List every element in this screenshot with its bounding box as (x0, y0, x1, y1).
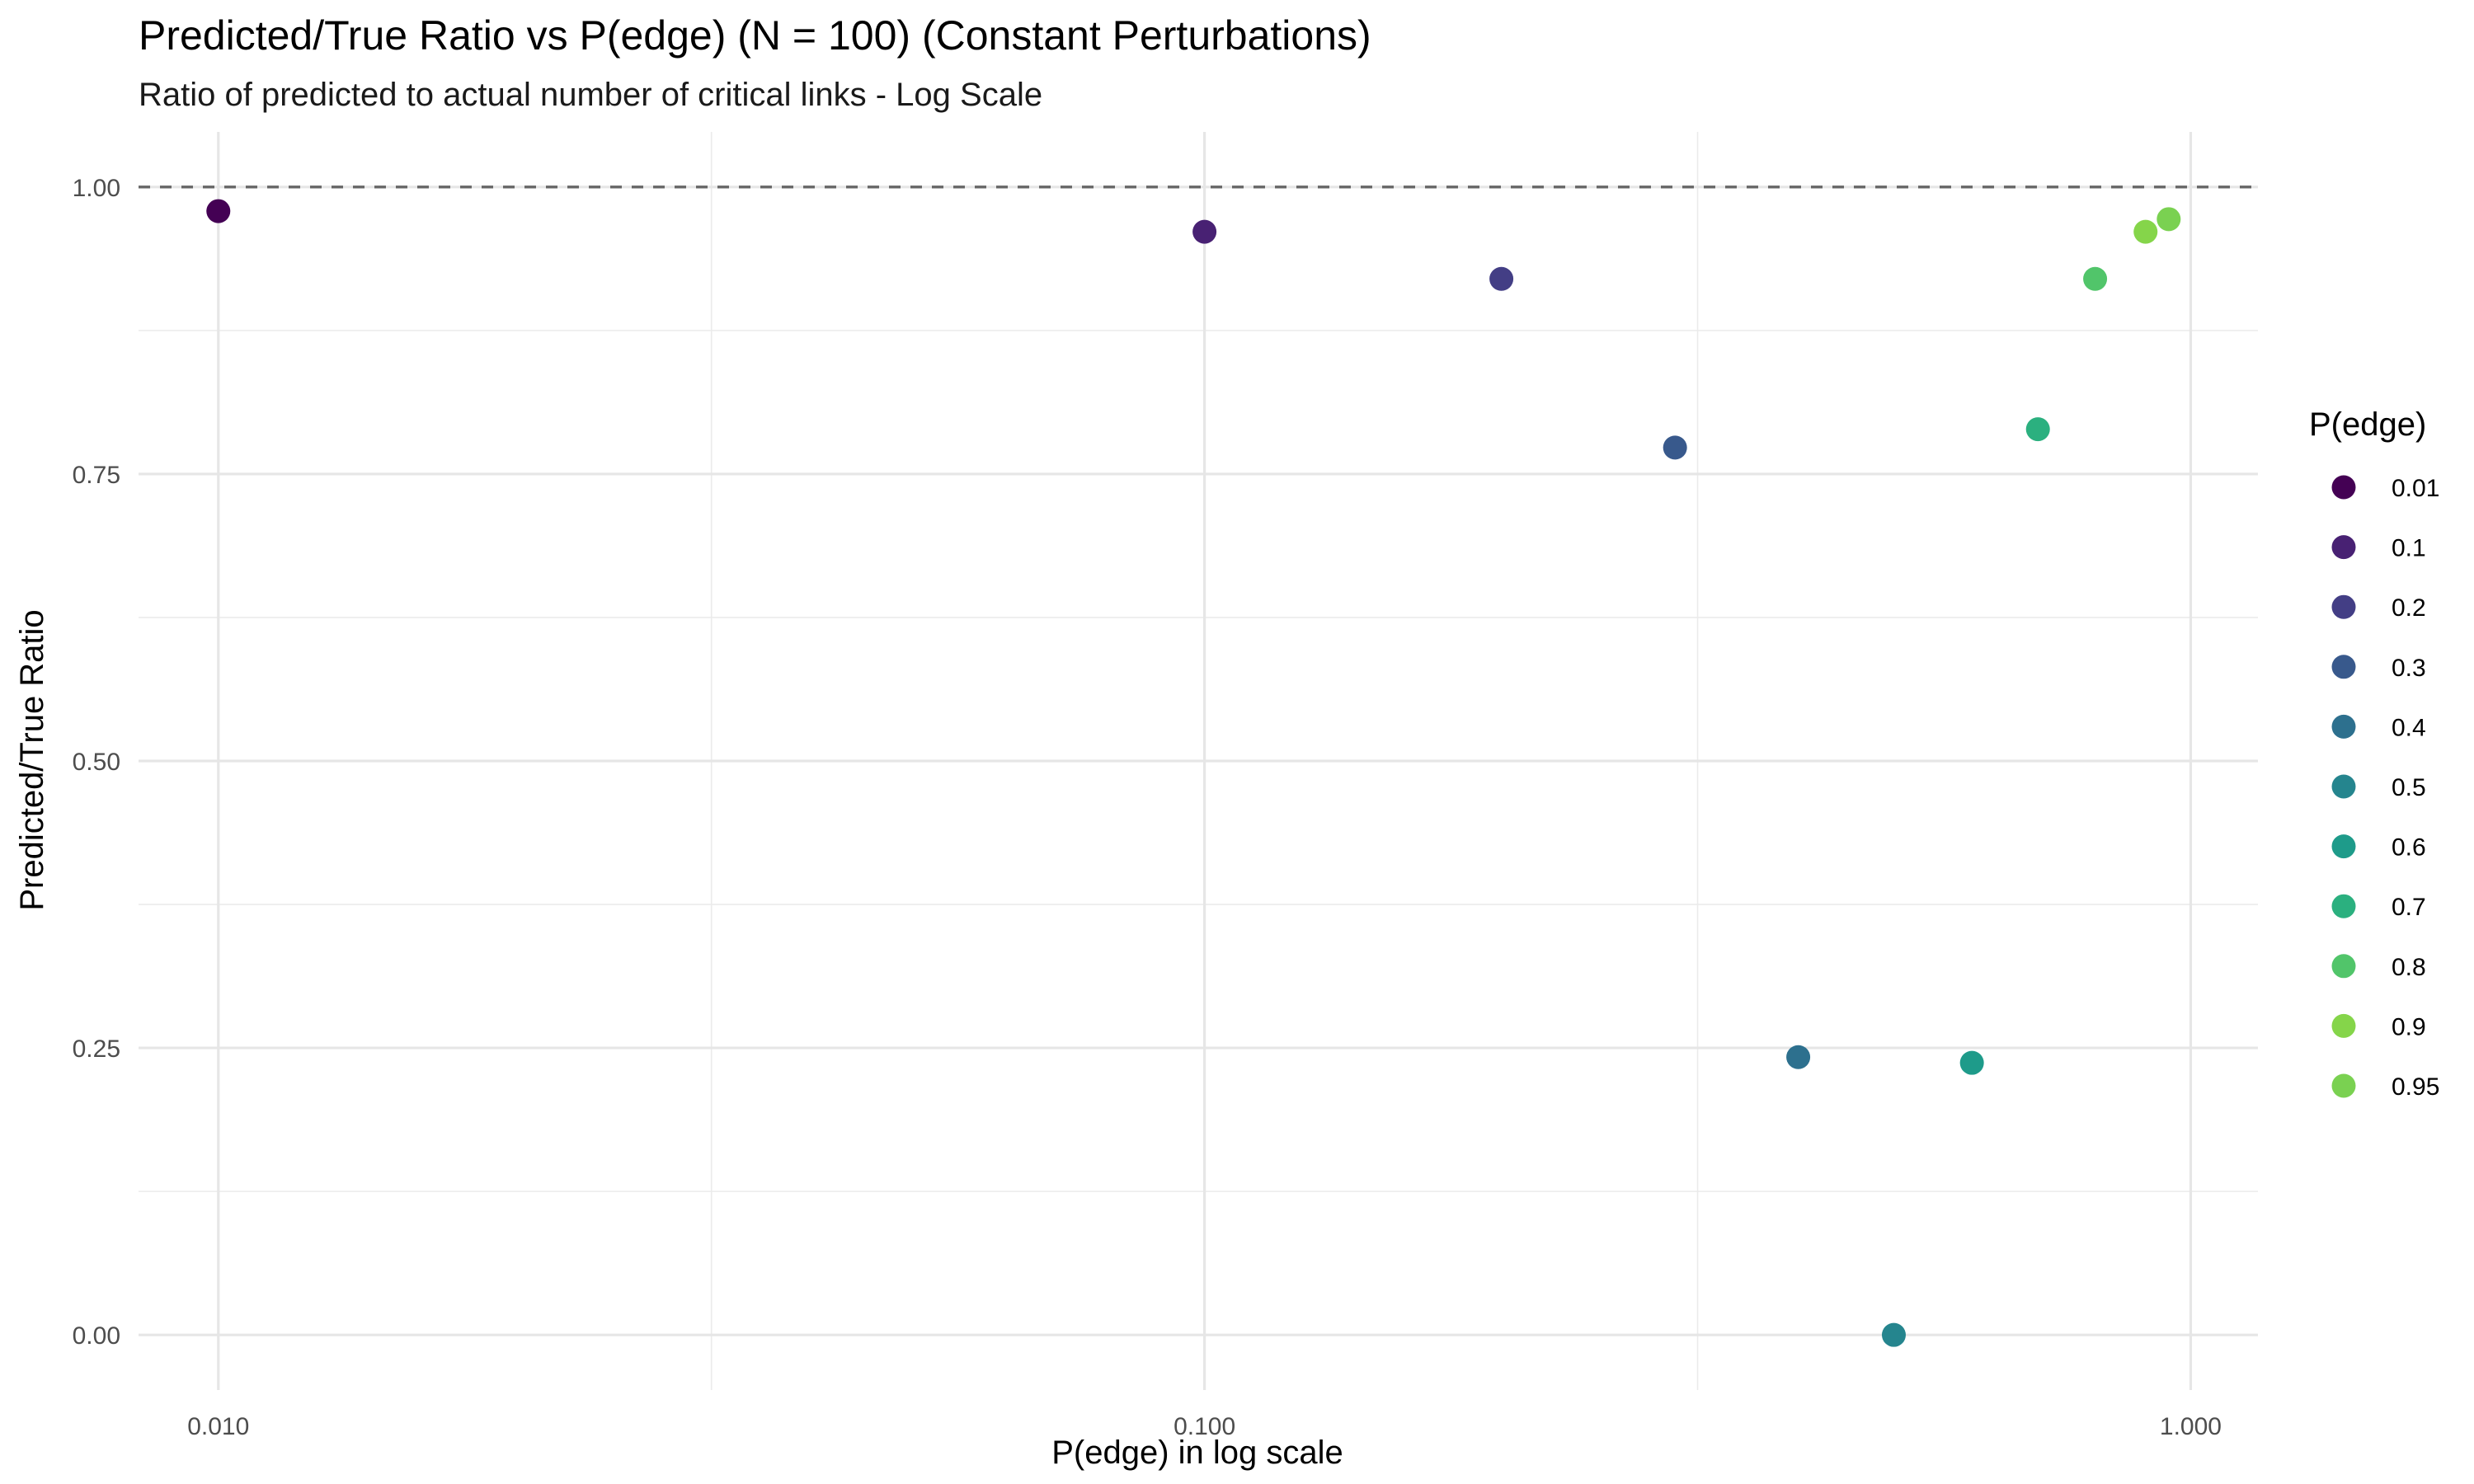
legend-label: 0.9 (2392, 1013, 2426, 1040)
legend-label: 0.7 (2392, 894, 2426, 921)
y-tick-label: 0.25 (73, 1036, 120, 1063)
legend-swatch (2331, 1013, 2356, 1038)
scatter-point (2133, 219, 2158, 244)
legend-swatch (2331, 594, 2356, 619)
legend-swatch (2331, 954, 2356, 979)
legend-label: 0.6 (2392, 834, 2426, 862)
scatter-point (1489, 266, 1514, 291)
data-points (206, 199, 2181, 1347)
x-tick-label: 1.000 (2160, 1413, 2222, 1440)
legend-label: 0.1 (2392, 535, 2426, 562)
scatter-point (1192, 219, 1217, 244)
scatter-point (2083, 266, 2108, 291)
legend-swatch (2331, 774, 2356, 799)
legend-swatch (2331, 535, 2356, 560)
legend-swatch (2331, 894, 2356, 918)
legend-swatch (2331, 475, 2356, 500)
legend-label: 0.5 (2392, 774, 2426, 801)
legend-entries: 0.01 0.1 0.2 0.3 0.4 0.5 0.6 0.7 0.8 0.9 0.95 (2331, 475, 2439, 1101)
y-tick-label: 0.00 (73, 1322, 120, 1350)
legend-label: 0.01 (2392, 475, 2439, 502)
y-tick-label: 1.00 (73, 175, 120, 202)
scatter-point (1959, 1050, 1984, 1075)
scatter-point (2157, 207, 2181, 232)
scatter-point (2025, 417, 2050, 442)
legend-swatch (2331, 1073, 2356, 1098)
legend-label: 0.95 (2392, 1073, 2439, 1101)
y-tick-label: 0.75 (73, 462, 120, 489)
x-tick-label: 0.010 (187, 1413, 249, 1440)
legend-title: P(edge) (2309, 406, 2426, 443)
legend-label: 0.3 (2392, 655, 2426, 682)
scatter-point (1786, 1045, 1811, 1069)
y-tick-label: 0.50 (73, 749, 120, 776)
legend-swatch (2331, 655, 2356, 679)
scatter-point (1663, 435, 1687, 460)
x-axis-tick-labels: 0.010 0.100 1.000 (187, 1413, 2222, 1440)
legend-label: 0.4 (2392, 714, 2426, 741)
legend-label: 0.2 (2392, 594, 2426, 622)
chart-subtitle: Ratio of predicted to actual number of c… (139, 77, 1042, 113)
legend: P(edge) 0.010.10.20.30.40.50.60.70.80.90… (2309, 406, 2439, 1101)
scatter-point (1881, 1322, 1906, 1347)
y-axis-title: Predicted/True Ratio (14, 609, 50, 910)
chart-title: Predicted/True Ratio vs P(edge) (N = 100… (139, 12, 1371, 59)
scatter-point (206, 199, 231, 223)
legend-swatch (2331, 714, 2356, 739)
grid-major (139, 132, 2258, 1390)
y-axis-tick-labels: 0.00 0.25 0.50 0.75 1.00 (73, 175, 120, 1350)
x-tick-label: 0.100 (1174, 1413, 1235, 1440)
legend-label: 0.8 (2392, 954, 2426, 981)
x-axis-title: P(edge) in log scale (1051, 1435, 1343, 1471)
legend-swatch (2331, 834, 2356, 859)
